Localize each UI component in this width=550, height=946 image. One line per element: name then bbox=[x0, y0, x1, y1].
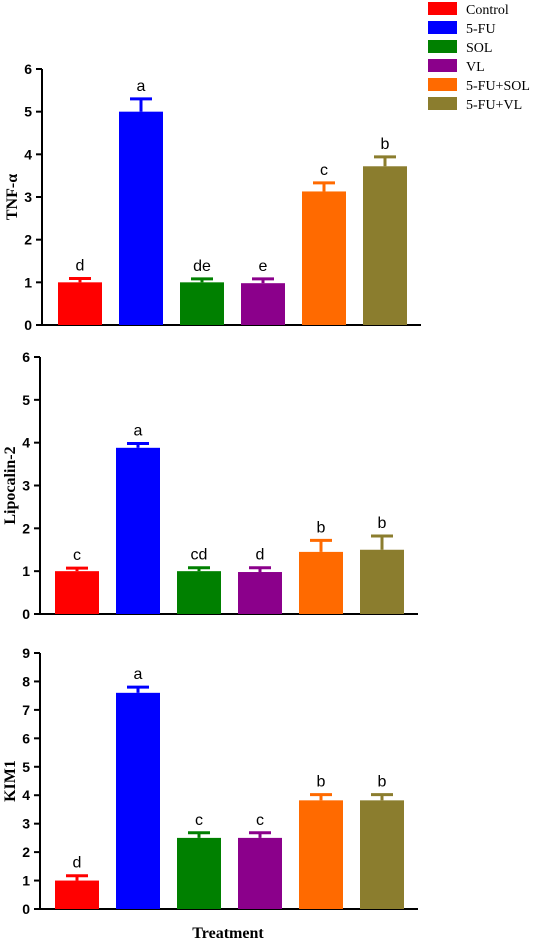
y-tick-label-2-0: 0 bbox=[22, 901, 30, 917]
data-label-1-2: cd bbox=[191, 547, 208, 564]
bar-2-5 bbox=[360, 800, 404, 909]
data-label-0-1: a bbox=[137, 78, 146, 95]
data-label-2-2: c bbox=[195, 812, 203, 829]
y-axis-label-1: Lipocalin-2 bbox=[2, 446, 19, 524]
legend-label-0: Control bbox=[466, 3, 509, 18]
y-tick-label-2-9: 9 bbox=[22, 645, 30, 661]
legend-swatch-4 bbox=[428, 78, 457, 91]
bar-1-2 bbox=[177, 571, 221, 614]
y-tick-label-0-0: 0 bbox=[24, 317, 32, 333]
bar-2-3 bbox=[238, 837, 282, 909]
y-tick-label-2-3: 3 bbox=[22, 816, 30, 832]
data-label-0-5: b bbox=[381, 136, 390, 153]
data-label-2-4: b bbox=[317, 774, 326, 791]
y-tick-label-0-2: 2 bbox=[24, 232, 32, 248]
y-tick-label-1-2: 2 bbox=[22, 520, 30, 536]
bar-0-4 bbox=[302, 191, 346, 325]
bar-0-1 bbox=[119, 111, 163, 326]
data-label-1-5: b bbox=[378, 515, 387, 532]
bar-1-1 bbox=[116, 447, 160, 614]
legend-swatch-2 bbox=[428, 40, 457, 53]
y-tick-label-1-5: 5 bbox=[22, 392, 30, 408]
y-tick-label-1-1: 1 bbox=[22, 563, 30, 579]
y-tick-label-2-5: 5 bbox=[22, 759, 30, 775]
legend: Control 5-FU SOL VL 5-FU+SOL 5-FU+VL bbox=[428, 2, 530, 113]
y-tick-label-1-6: 6 bbox=[22, 349, 30, 365]
legend-swatch-1 bbox=[428, 21, 457, 34]
data-label-1-0: c bbox=[73, 547, 81, 564]
data-label-0-0: d bbox=[76, 257, 85, 274]
y-axis-label-0: TNF-α bbox=[4, 174, 21, 220]
y-tick-label-2-1: 1 bbox=[22, 873, 30, 889]
chart-panel-0: 0 1 2 3 4 5 6 TNF-α d a de e c b bbox=[4, 61, 421, 333]
data-label-2-0: d bbox=[73, 855, 82, 872]
data-label-1-1: a bbox=[134, 423, 143, 440]
y-tick-label-0-1: 1 bbox=[24, 274, 32, 290]
y-tick-label-2-6: 6 bbox=[22, 730, 30, 746]
chart-panel-2: 0 1 2 3 4 5 6 7 8 9 KIM1 d a c c b b bbox=[2, 645, 418, 917]
legend-label-5: 5-FU+VL bbox=[466, 98, 522, 113]
bar-0-2 bbox=[180, 282, 224, 325]
data-label-2-5: b bbox=[378, 774, 387, 791]
bar-1-3 bbox=[238, 572, 282, 614]
bar-2-0 bbox=[55, 880, 99, 909]
y-tick-label-2-2: 2 bbox=[22, 844, 30, 860]
bar-1-4 bbox=[299, 551, 343, 614]
chart-panels: 0 1 2 3 4 5 6 TNF-α d a de e c b 0 1 2 3 4 5 6 Lipocalin-2 c a c… bbox=[2, 61, 421, 917]
legend-label-4: 5-FU+SOL bbox=[466, 79, 530, 94]
legend-label-2: SOL bbox=[466, 41, 492, 56]
y-tick-label-1-4: 4 bbox=[22, 435, 30, 451]
legend-swatch-0 bbox=[428, 2, 457, 15]
bar-2-1 bbox=[116, 692, 160, 909]
data-label-1-4: b bbox=[317, 519, 326, 536]
bar-1-5 bbox=[360, 549, 404, 614]
y-tick-label-1-0: 0 bbox=[22, 606, 30, 622]
legend-swatch-3 bbox=[428, 59, 457, 72]
y-tick-label-0-4: 4 bbox=[24, 146, 32, 162]
data-label-0-3: e bbox=[259, 258, 268, 275]
y-tick-label-2-7: 7 bbox=[22, 702, 30, 718]
data-label-1-3: d bbox=[256, 547, 265, 564]
y-tick-label-0-3: 3 bbox=[24, 189, 32, 205]
bar-2-4 bbox=[299, 800, 343, 909]
legend-label-3: VL bbox=[466, 60, 485, 75]
data-label-2-1: a bbox=[134, 666, 143, 683]
data-label-0-2: de bbox=[193, 258, 211, 275]
y-tick-label-1-3: 3 bbox=[22, 478, 30, 494]
data-label-0-4: c bbox=[320, 162, 328, 179]
y-axis-label-2: KIM1 bbox=[2, 760, 19, 802]
bar-0-3 bbox=[241, 283, 285, 325]
bar-2-2 bbox=[177, 837, 221, 909]
y-tick-label-0-5: 5 bbox=[24, 104, 32, 120]
y-tick-label-2-4: 4 bbox=[22, 787, 30, 803]
bar-0-5 bbox=[363, 166, 407, 325]
x-axis-label: Treatment bbox=[192, 925, 264, 942]
data-label-2-3: c bbox=[256, 812, 264, 829]
y-tick-label-0-6: 6 bbox=[24, 61, 32, 77]
legend-swatch-5 bbox=[428, 97, 457, 110]
chart-panel-1: 0 1 2 3 4 5 6 Lipocalin-2 c a cd d b b bbox=[2, 349, 418, 622]
bar-1-0 bbox=[55, 571, 99, 614]
legend-label-1: 5-FU bbox=[466, 22, 496, 37]
y-tick-label-2-8: 8 bbox=[22, 673, 30, 689]
bar-0-0 bbox=[58, 282, 102, 325]
